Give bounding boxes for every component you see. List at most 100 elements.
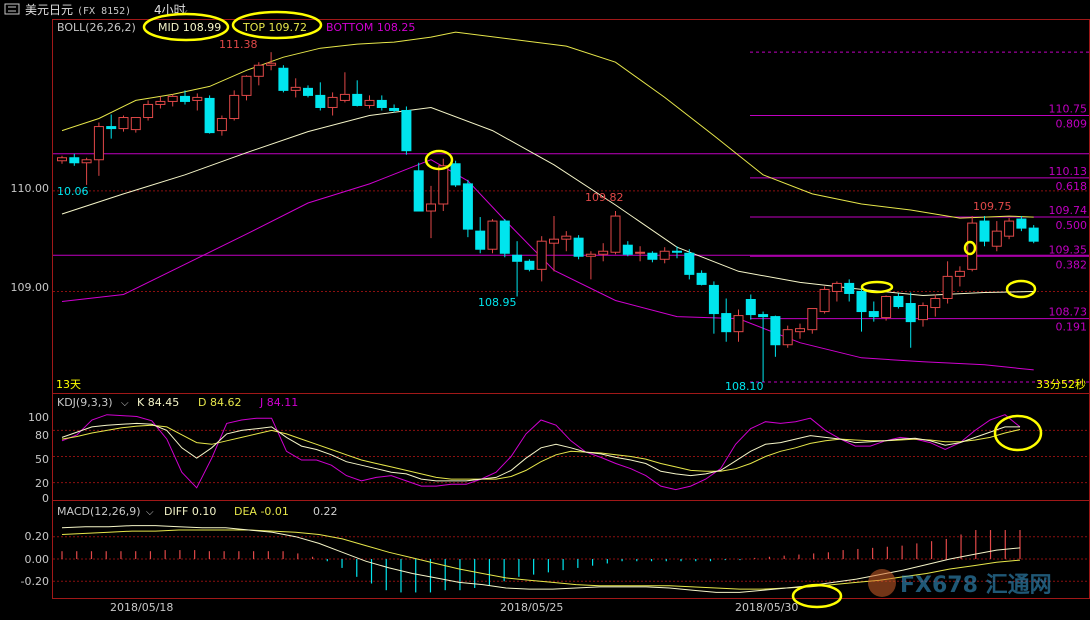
menu-icon[interactable] <box>4 3 20 15</box>
price-annotations: 111.38 10.06 108.95 109.82 108.10 109.75 <box>57 38 1012 393</box>
highlight-annotations <box>142 10 1043 609</box>
kdj-k-value: K 84.45 <box>137 396 179 409</box>
candle-body <box>991 230 1002 247</box>
candle-body <box>635 251 646 254</box>
macd-diff-value: DIFF 0.10 <box>164 505 216 518</box>
macd-legend-label[interactable]: MACD(12,26,9) <box>57 505 141 518</box>
candle-body <box>462 183 473 230</box>
candle-body <box>278 67 289 91</box>
candle-body <box>401 109 412 152</box>
boll-legend: BOLL(26,26,2) MID 108.99 TOP 109.72 BOTT… <box>57 21 415 34</box>
candle-body <box>647 252 658 260</box>
candle-body <box>721 313 732 333</box>
instrument-name: 美元日元 <box>25 3 73 17</box>
low-label: 108.10 <box>725 380 764 393</box>
fib-ratio-label: 0.500 <box>1056 219 1088 232</box>
candle-body <box>942 275 953 299</box>
candle-body <box>1028 227 1039 242</box>
candle-body <box>807 308 818 331</box>
highlight-ellipse <box>1005 279 1037 299</box>
candle-body <box>438 165 449 205</box>
kdj-tick: 50 <box>35 453 49 466</box>
candle-body <box>831 282 842 292</box>
candle-body <box>708 284 719 315</box>
candle-body <box>413 170 424 212</box>
high-label: 111.38 <box>219 38 258 51</box>
date-label: 2018/05/18 <box>110 601 173 614</box>
candle-body <box>499 220 510 254</box>
macd-legend: MACD(12,26,9) ⌵ DIFF 0.10 DEA -0.01 0.22 <box>57 505 338 518</box>
fib-ratio-label: 0.618 <box>1056 180 1088 193</box>
candle-body <box>844 282 855 294</box>
candle-body <box>795 328 805 333</box>
candle-body <box>130 117 141 131</box>
watermark-text: FX678 汇通网 <box>900 573 1052 598</box>
candle-body <box>893 295 904 308</box>
candle-body <box>339 93 350 101</box>
candle-body <box>868 311 879 318</box>
candle-body <box>549 238 559 244</box>
grid-lines <box>53 190 1089 292</box>
candle-body <box>303 87 313 96</box>
candle-body <box>475 230 486 250</box>
highlight-ellipse <box>142 12 230 42</box>
candle-body <box>426 203 436 212</box>
macd-axis: 0.20 0.00 -0.20 <box>21 530 49 588</box>
candle-body <box>881 295 892 319</box>
chart-header: 美元日元 (FX 8152) 4小时 ⌵ <box>4 3 188 17</box>
candle-body <box>979 220 990 242</box>
fib-price-label: 109.74 <box>1049 204 1088 217</box>
candle-body <box>106 126 117 130</box>
macd-tick: 0.00 <box>25 553 50 566</box>
candle-body <box>622 244 633 255</box>
macd-diff-line <box>61 525 1021 593</box>
date-label: 2018/05/25 <box>500 601 563 614</box>
candlesticks <box>57 52 1039 382</box>
candle-body <box>1004 220 1015 237</box>
candle-body <box>167 95 178 102</box>
chevron-down-icon[interactable]: ⌵ <box>121 398 129 409</box>
kdj-j-line <box>61 414 1021 491</box>
candle-body <box>57 157 67 162</box>
candle-body <box>315 94 326 108</box>
macd-series <box>53 525 1089 593</box>
boll-legend-label: BOLL(26,26,2) <box>57 21 136 34</box>
fib-ratio-label: 0.191 <box>1056 321 1088 334</box>
highlight-ellipse <box>860 280 894 294</box>
highlight-ellipse <box>963 240 977 256</box>
candle-body <box>684 252 695 275</box>
fib-ratio-label: 0.809 <box>1056 118 1088 131</box>
candle-body <box>758 314 769 318</box>
chevron-down-icon[interactable]: ⌵ <box>146 507 154 518</box>
candle-body <box>81 159 92 164</box>
macd-tick: 0.20 <box>25 530 50 543</box>
price-tick: 109.00 <box>11 281 50 294</box>
fib-ratio-label: 0.382 <box>1056 258 1088 271</box>
macd-dea-line <box>61 529 1021 590</box>
kdj-j-value: J 84.11 <box>259 396 298 409</box>
highlight-ellipse <box>993 414 1043 452</box>
candle-body <box>192 96 203 101</box>
time-axis: 2018/05/18 2018/05/25 2018/05/30 <box>110 601 798 614</box>
kdj-axis: 100 80 50 20 0 <box>28 411 49 505</box>
fib-price-label: 110.13 <box>1049 165 1088 178</box>
highlight-ellipse <box>424 149 454 171</box>
price-axis: 110.00 109.00 <box>11 182 50 294</box>
fibonacci-levels: 110.75 0.809 110.13 0.618 109.74 0.500 109.35 0… <box>53 51 1089 383</box>
candle-body <box>364 99 375 106</box>
bar-count-label: 13天 <box>56 378 81 391</box>
high-label: 109.75 <box>973 200 1012 213</box>
candle-body <box>290 86 301 91</box>
candle-body <box>327 96 338 108</box>
candle-body <box>204 97 215 134</box>
candle-body <box>143 103 154 119</box>
candle-body <box>376 99 387 108</box>
candle-body <box>266 62 277 66</box>
boll-top-value: TOP 109.72 <box>242 21 307 34</box>
countdown-label: 33分52秒 <box>1036 377 1086 391</box>
chevron-down-icon[interactable]: ⌵ <box>180 6 188 17</box>
kdj-d-line <box>61 424 1021 480</box>
kdj-legend-label[interactable]: KDJ(9,3,3) <box>57 396 113 409</box>
candle-body <box>610 215 621 253</box>
